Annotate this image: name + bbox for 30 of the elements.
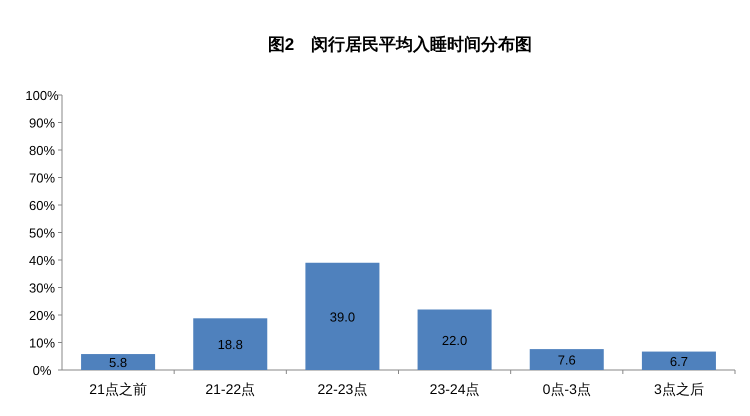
bar <box>642 352 716 370</box>
data-label: 5.8 <box>109 355 128 370</box>
y-tick-label: 60% <box>28 198 56 213</box>
y-tick-label: 100% <box>25 88 60 103</box>
x-tick-label: 23-24点 <box>430 381 480 397</box>
y-tick-label: 40% <box>28 253 56 268</box>
y-tick-label: 90% <box>28 116 56 130</box>
x-tick-label: 3点之后 <box>654 381 704 397</box>
y-tick-label: 50% <box>28 226 56 240</box>
bar <box>305 262 380 370</box>
x-tick-label: 0点-3点 <box>542 381 591 397</box>
y-tick-label: 0% <box>32 363 52 378</box>
x-tick-label: 21-22点 <box>205 381 256 397</box>
data-label: 7.6 <box>558 352 576 368</box>
y-tick-label: 70% <box>28 170 56 186</box>
data-label: 18.8 <box>218 337 243 352</box>
bar <box>530 349 604 370</box>
y-tick-label: 80% <box>28 143 56 158</box>
bar <box>418 310 492 370</box>
data-label: 6.7 <box>670 354 688 369</box>
data-label: 39.0 <box>330 309 356 324</box>
bar <box>193 318 268 370</box>
chart-title: 图2 闵行居民平均入睡时间分布图 <box>268 35 532 54</box>
x-tick-label: 22-23点 <box>318 381 368 397</box>
data-label: 22.0 <box>442 332 468 348</box>
y-tick-label: 30% <box>28 280 56 296</box>
y-tick-label: 10% <box>28 336 56 350</box>
bar <box>81 354 156 370</box>
x-tick-label: 21点之前 <box>89 381 147 397</box>
y-tick-label: 20% <box>28 308 56 323</box>
